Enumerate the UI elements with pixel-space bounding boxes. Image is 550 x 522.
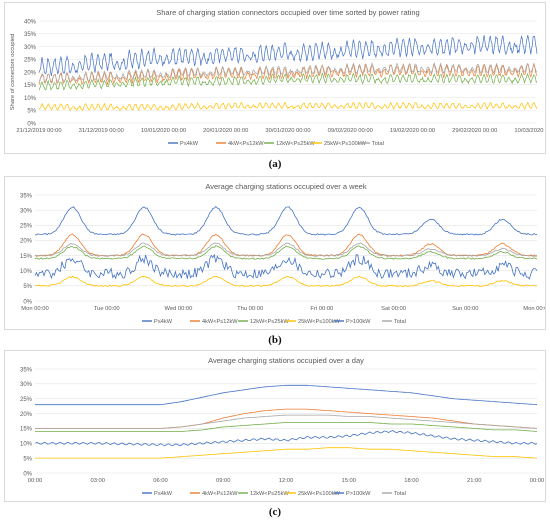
- y-tick-label: 0%: [27, 121, 36, 127]
- y-tick-label: 30%: [20, 208, 33, 214]
- x-tick-label: 15:00: [341, 478, 356, 484]
- chart-panel-c: Average charging stations occupied over …: [4, 350, 546, 502]
- chart-b-svg: Average charging stations occupied over …: [20, 182, 545, 325]
- x-tick-label: 10/01/2020 00:00: [141, 128, 186, 134]
- x-tick-label: 20/01/2020 00:00: [203, 128, 248, 134]
- y-tick-label: 25%: [24, 58, 37, 64]
- series-line: [34, 233, 538, 257]
- x-tick-label: 12:00: [279, 478, 294, 484]
- series-line: [35, 384, 538, 406]
- y-axis-label: Share of connectors occupied: [10, 34, 16, 111]
- legend-entry: 4kW<P≤12kW: [202, 491, 238, 497]
- y-tick-label: 5%: [23, 284, 32, 290]
- series-line: [35, 422, 538, 432]
- series-line: [35, 414, 538, 429]
- y-tick-label: 30%: [24, 45, 37, 51]
- caption-b: (b): [268, 334, 282, 346]
- x-tick-label: 21/12/2019 00:00: [16, 128, 61, 134]
- series-line: [34, 242, 538, 257]
- legend-entry: P≤4kW: [154, 319, 173, 325]
- legend-entry: Total: [394, 319, 406, 325]
- x-tick-label: 10/03/2020 00:00: [514, 128, 545, 134]
- x-tick-label: Mon 00:00: [523, 306, 545, 312]
- chart-a-svg: Share of charging station connectors occ…: [10, 8, 545, 147]
- chart-title: Average charging stations occupied over …: [208, 356, 364, 365]
- series-line: [34, 253, 538, 280]
- chart-panel-b: Average charging stations occupied over …: [4, 176, 546, 330]
- y-tick-label: 10%: [20, 269, 33, 275]
- legend-entry: Total: [372, 141, 384, 147]
- y-tick-label: 15%: [24, 83, 37, 89]
- x-tick-label: 09:00: [216, 478, 231, 484]
- y-tick-label: 35%: [20, 193, 33, 199]
- x-tick-label: 03:00: [90, 478, 105, 484]
- y-tick-label: 5%: [27, 109, 36, 115]
- y-tick-label: 10%: [24, 96, 37, 102]
- legend-entry: 4kW<P≤12kW: [228, 141, 264, 147]
- chart-panel-a: Share of charging station connectors occ…: [4, 2, 546, 154]
- legend-entry: P≤4kW: [154, 491, 173, 497]
- x-tick-label: Thu 00:00: [237, 306, 263, 312]
- series-line: [34, 206, 538, 236]
- y-tick-label: 0%: [23, 299, 32, 305]
- x-tick-label: Wed 00:00: [164, 306, 192, 312]
- x-tick-label: Sun 00:00: [452, 306, 478, 312]
- caption-c: (c): [268, 506, 282, 518]
- y-tick-label: 10%: [20, 442, 33, 448]
- legend-entry: 25kW<P≤100kW: [324, 141, 366, 147]
- y-tick-label: 15%: [20, 254, 33, 260]
- series-line: [38, 35, 538, 76]
- x-tick-label: Mon 00:00: [21, 306, 48, 312]
- y-tick-label: 20%: [20, 412, 33, 418]
- legend-entry: 25kW<P≤100kW: [298, 491, 340, 497]
- x-tick-label: Sat 00:00: [381, 306, 406, 312]
- x-tick-label: 18:00: [404, 478, 419, 484]
- chart-title: Share of charging station connectors occ…: [156, 8, 419, 17]
- y-tick-label: 20%: [20, 239, 33, 245]
- x-tick-label: Fri 00:00: [310, 306, 333, 312]
- chart-c-svg: Average charging stations occupied over …: [20, 356, 545, 497]
- x-tick-label: 00:00: [530, 478, 545, 484]
- y-tick-label: 35%: [24, 32, 37, 38]
- legend-entry: 12kW<P≤25kW: [276, 141, 315, 147]
- x-tick-label: 09/02/2020 00:00: [328, 128, 373, 134]
- x-tick-label: 21:00: [467, 478, 482, 484]
- series-line: [38, 72, 538, 91]
- x-tick-label: 29/02/2020 00:00: [452, 128, 497, 134]
- y-tick-label: 40%: [24, 19, 37, 25]
- x-tick-label: Tue 00:00: [94, 306, 120, 312]
- x-tick-label: 06:00: [153, 478, 168, 484]
- legend-entry: P>100kW: [346, 491, 371, 497]
- legend-entry: 4kW<P≤12kW: [202, 319, 238, 325]
- x-tick-label: 00:00: [28, 478, 43, 484]
- y-tick-label: 20%: [24, 70, 37, 76]
- y-tick-label: 35%: [20, 367, 33, 373]
- series-line: [34, 430, 538, 447]
- series-line: [35, 447, 538, 459]
- y-tick-label: 5%: [23, 456, 32, 462]
- legend-entry: 12kW<P≤25kW: [250, 319, 289, 325]
- legend-entry: 12kW<P≤25kW: [250, 491, 289, 497]
- series-line: [34, 245, 538, 260]
- y-tick-label: 15%: [20, 427, 33, 433]
- legend-entry: P≤4kW: [180, 141, 199, 147]
- x-tick-label: 31/12/2019 00:00: [79, 128, 124, 134]
- series-line: [34, 275, 538, 288]
- legend-entry: Total: [394, 491, 406, 497]
- caption-a: (a): [268, 158, 282, 170]
- x-tick-label: 30/01/2020 00:00: [265, 128, 310, 134]
- chart-title: Average charging stations occupied over …: [205, 182, 366, 191]
- series-line: [38, 62, 538, 84]
- legend-entry: 25kW<P≤100kW: [298, 319, 340, 325]
- y-tick-label: 30%: [20, 382, 33, 388]
- legend-entry: P>100kW: [346, 319, 371, 325]
- y-tick-label: 25%: [20, 224, 33, 230]
- y-tick-label: 0%: [23, 471, 32, 477]
- x-tick-label: 19/02/2020 00:00: [390, 128, 435, 134]
- series-line: [38, 101, 538, 112]
- series-line: [35, 408, 538, 429]
- y-tick-label: 25%: [20, 397, 33, 403]
